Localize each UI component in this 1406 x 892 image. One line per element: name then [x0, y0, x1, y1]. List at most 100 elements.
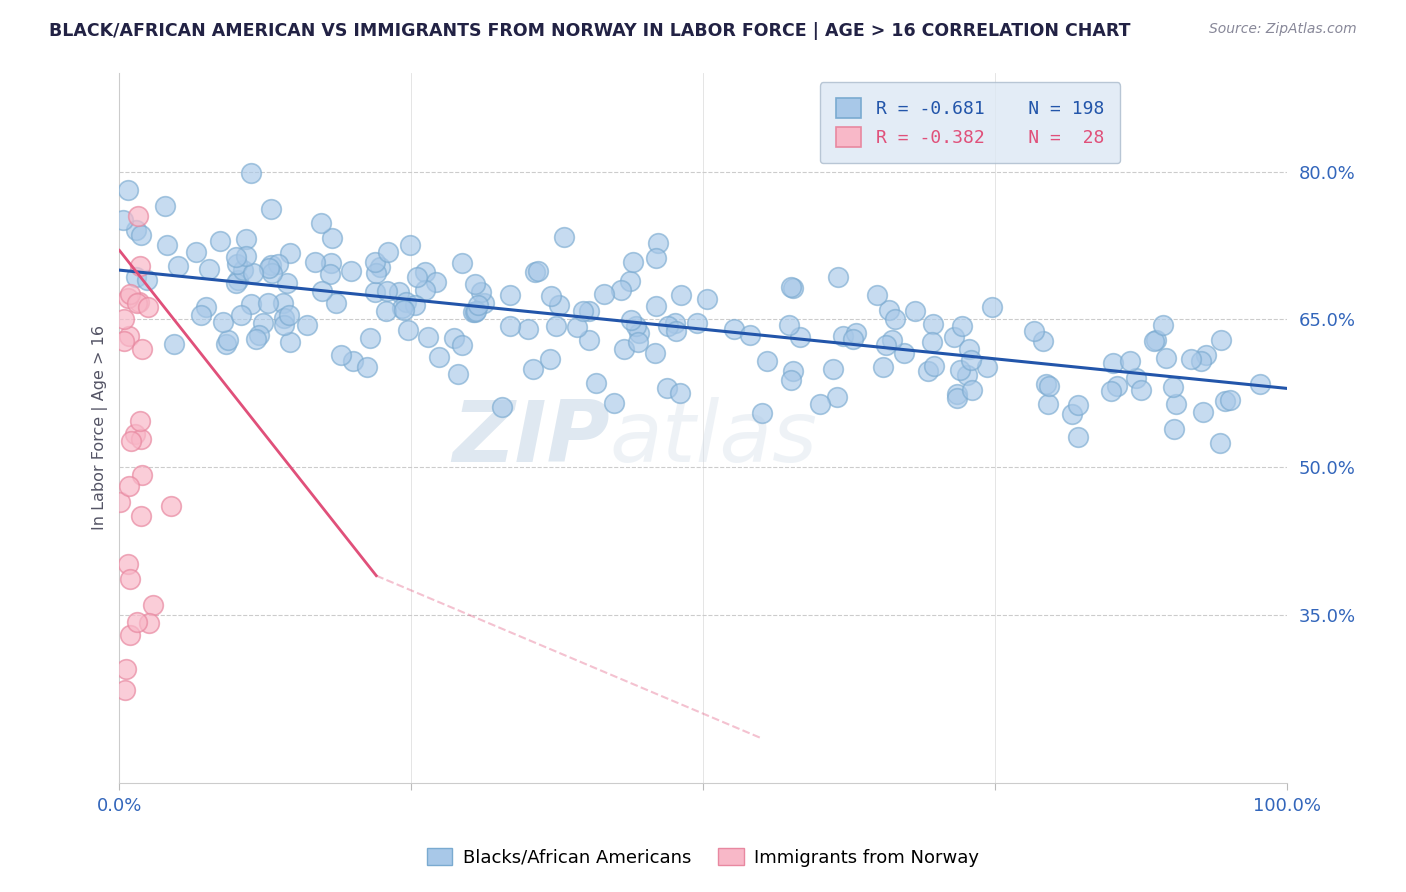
- Point: [405, 270, 427, 285]
- Point: [359, 331, 381, 345]
- Point: [395, 294, 418, 309]
- Point: [388, 285, 411, 299]
- Point: [304, 255, 326, 269]
- Point: [375, 284, 398, 298]
- Point: [644, 345, 666, 359]
- Point: [472, 295, 495, 310]
- Point: [252, 316, 274, 330]
- Legend: R = -0.681    N = 198, R = -0.382    N =  28: R = -0.681 N = 198, R = -0.382 N = 28: [820, 82, 1121, 163]
- Point: [112, 334, 135, 348]
- Point: [342, 354, 364, 368]
- Point: [657, 318, 679, 333]
- Point: [110, 495, 132, 509]
- Point: [443, 331, 465, 345]
- Point: [461, 305, 484, 319]
- Point: [952, 318, 974, 333]
- Point: [404, 298, 426, 312]
- Point: [585, 376, 607, 390]
- Point: [242, 266, 264, 280]
- Text: BLACK/AFRICAN AMERICAN VS IMMIGRANTS FROM NORWAY IN LABOR FORCE | AGE > 16 CORRE: BLACK/AFRICAN AMERICAN VS IMMIGRANTS FRO…: [49, 22, 1130, 40]
- Point: [1192, 405, 1215, 419]
- Point: [267, 257, 290, 271]
- Point: [921, 334, 943, 349]
- Point: [325, 296, 347, 310]
- Point: [418, 330, 440, 344]
- Point: [375, 304, 398, 318]
- Point: [517, 322, 540, 336]
- Point: [329, 348, 352, 362]
- Point: [396, 323, 419, 337]
- Point: [247, 327, 270, 342]
- Point: [225, 251, 247, 265]
- Point: [142, 598, 165, 612]
- Point: [655, 381, 678, 395]
- Point: [245, 332, 267, 346]
- Point: [647, 236, 669, 251]
- Point: [778, 318, 800, 332]
- Point: [226, 257, 249, 271]
- Point: [120, 628, 142, 642]
- Point: [499, 318, 522, 333]
- Point: [789, 330, 811, 344]
- Point: [572, 304, 595, 318]
- Point: [273, 310, 295, 325]
- Point: [946, 391, 969, 405]
- Point: [956, 368, 979, 383]
- Point: [644, 251, 666, 265]
- Y-axis label: In Labor Force | Age > 16: In Labor Force | Age > 16: [93, 326, 108, 531]
- Point: [960, 353, 983, 368]
- Point: [491, 400, 513, 414]
- Point: [1101, 356, 1123, 370]
- Point: [363, 285, 385, 299]
- Point: [212, 315, 235, 329]
- Point: [1144, 333, 1167, 347]
- Point: [131, 342, 153, 356]
- Point: [273, 318, 295, 333]
- Point: [425, 275, 447, 289]
- Point: [782, 364, 804, 378]
- Point: [112, 213, 135, 227]
- Point: [235, 249, 257, 263]
- Point: [129, 414, 152, 428]
- Point: [686, 316, 709, 330]
- Point: [112, 311, 135, 326]
- Point: [627, 335, 650, 350]
- Point: [1163, 422, 1185, 436]
- Point: [1189, 354, 1212, 368]
- Point: [257, 296, 280, 310]
- Point: [782, 281, 804, 295]
- Point: [231, 308, 253, 322]
- Point: [235, 231, 257, 245]
- Point: [751, 405, 773, 419]
- Point: [260, 202, 283, 216]
- Point: [194, 300, 217, 314]
- Point: [883, 312, 905, 326]
- Point: [875, 338, 897, 352]
- Text: Source: ZipAtlas.com: Source: ZipAtlas.com: [1209, 22, 1357, 37]
- Point: [845, 326, 868, 341]
- Point: [866, 288, 889, 302]
- Point: [943, 330, 966, 344]
- Point: [131, 467, 153, 482]
- Point: [1143, 334, 1166, 348]
- Point: [1219, 393, 1241, 408]
- Point: [1032, 334, 1054, 348]
- Point: [1067, 398, 1090, 412]
- Point: [831, 329, 853, 343]
- Point: [1038, 379, 1060, 393]
- Point: [391, 301, 413, 315]
- Point: [578, 304, 600, 318]
- Point: [626, 318, 648, 333]
- Point: [593, 286, 616, 301]
- Point: [904, 304, 927, 318]
- Point: [1062, 407, 1084, 421]
- Point: [125, 269, 148, 284]
- Point: [981, 301, 1004, 315]
- Point: [1156, 351, 1178, 366]
- Point: [877, 302, 900, 317]
- Point: [319, 256, 342, 270]
- Point: [547, 298, 569, 312]
- Point: [297, 318, 319, 332]
- Point: [522, 361, 544, 376]
- Point: [467, 298, 489, 312]
